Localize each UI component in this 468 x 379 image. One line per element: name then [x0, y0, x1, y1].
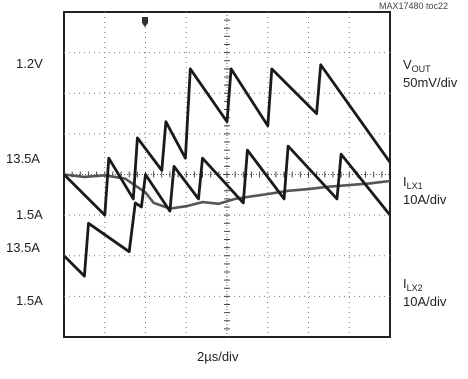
left-label-vout-ref: 1.2V	[16, 56, 43, 71]
trace-ilx1	[63, 63, 392, 217]
vout-subscript: OUT	[411, 64, 431, 74]
trigger-marker-icon	[142, 17, 148, 27]
trace-ilx2	[63, 144, 392, 278]
label-vout: VOUT	[403, 58, 431, 74]
left-label-ilx2-low: 1.5A	[16, 293, 43, 308]
left-label-ilx1-low: 1.5A	[16, 207, 43, 222]
ilx2-channel: I	[403, 276, 407, 291]
ilx1-channel: I	[403, 174, 407, 189]
label-ilx2-scale: 10A/div	[403, 294, 447, 309]
traces	[63, 63, 392, 278]
ilx2-subscript: LX2	[406, 283, 423, 293]
ilx1-subscript: LX1	[406, 181, 423, 191]
label-ilx2: ILX2	[403, 277, 423, 293]
figure-id: MAX17480 toc22	[378, 1, 448, 11]
x-axis-scale-label: 2µs/div	[197, 349, 239, 364]
vout-channel: V	[403, 57, 412, 72]
left-label-ilx2-high: 13.5A	[6, 240, 40, 255]
label-ilx1-scale: 10A/div	[403, 192, 447, 207]
label-ilx1: ILX1	[403, 175, 423, 191]
label-vout-scale: 50mV/div	[403, 75, 458, 90]
left-label-ilx1-high: 13.5A	[6, 151, 40, 166]
trace-vout	[63, 173, 391, 210]
